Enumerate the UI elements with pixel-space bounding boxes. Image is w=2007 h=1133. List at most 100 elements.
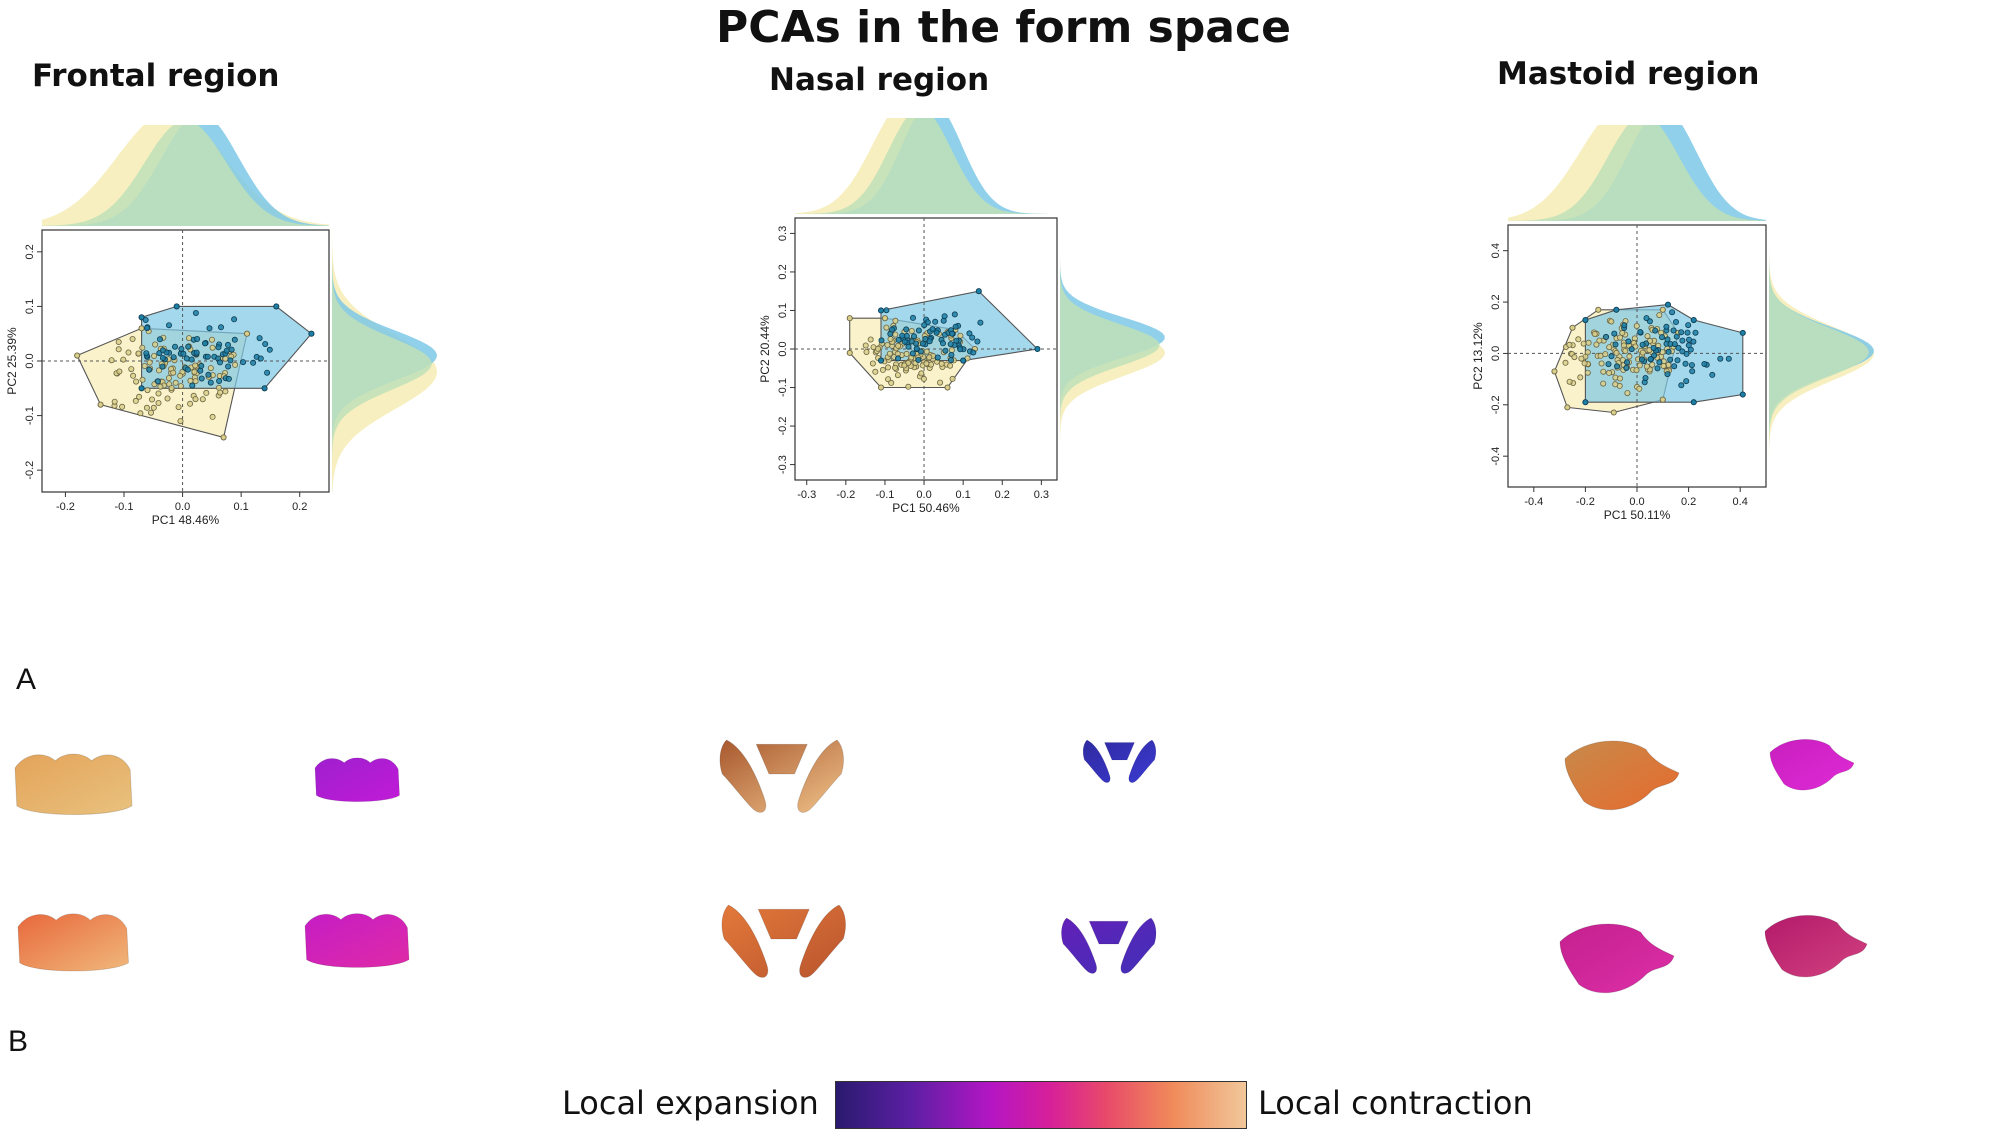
data-point <box>1639 341 1646 348</box>
density-right-overlap <box>1060 218 1160 480</box>
x-axis-label: PC1 50.46% <box>892 501 960 515</box>
shape-surface <box>314 757 400 802</box>
data-point <box>144 325 151 332</box>
shape-surface <box>719 739 844 813</box>
data-point <box>1664 371 1671 378</box>
data-point <box>1616 334 1623 341</box>
data-point <box>215 384 222 391</box>
shape-frontal-3 <box>17 913 129 972</box>
data-point <box>1626 353 1633 360</box>
data-point <box>143 350 150 357</box>
density-top-overlap <box>795 118 1057 214</box>
data-point <box>877 384 885 391</box>
data-point <box>1683 350 1690 357</box>
marginal-density-top <box>42 125 329 226</box>
x-tick-label: 0.4 <box>1733 496 1748 508</box>
data-point <box>171 343 178 350</box>
data-point <box>1667 356 1674 363</box>
panel-label-a: A <box>16 663 37 696</box>
data-point <box>953 337 960 344</box>
shape-surface <box>1764 914 1868 978</box>
data-point <box>135 350 142 357</box>
data-point <box>216 359 223 366</box>
data-point <box>250 359 257 366</box>
data-point <box>228 346 235 353</box>
data-point <box>157 383 164 390</box>
data-point <box>947 341 954 348</box>
x-tick-label: 0.1 <box>233 501 248 513</box>
data-point <box>1591 330 1598 337</box>
data-point <box>895 342 902 349</box>
data-point <box>217 389 224 396</box>
data-point <box>155 367 162 374</box>
data-point <box>1578 355 1585 362</box>
data-point <box>1659 306 1666 313</box>
data-point <box>1621 322 1628 329</box>
data-point <box>921 322 928 329</box>
data-point <box>975 288 982 295</box>
data-point <box>1595 306 1602 313</box>
data-point <box>111 398 118 405</box>
data-point <box>862 342 869 349</box>
data-point <box>934 354 941 361</box>
shape-surface <box>17 913 129 972</box>
data-point <box>1671 363 1678 370</box>
data-point <box>177 372 184 379</box>
y-tick-label: -0.1 <box>24 406 36 425</box>
data-point <box>1675 344 1682 351</box>
data-point <box>883 307 890 314</box>
data-point <box>1584 369 1591 376</box>
y-axis-label: PC2 25.39% <box>5 327 19 395</box>
y-tick-label: 0.1 <box>777 303 789 318</box>
data-point <box>192 309 199 316</box>
data-point <box>1600 368 1607 375</box>
data-point <box>1582 399 1589 406</box>
data-point <box>892 331 899 338</box>
shape-frontal-1 <box>14 753 133 816</box>
y-tick-label: -0.1 <box>777 378 789 397</box>
data-point <box>220 434 227 441</box>
data-point <box>146 366 153 373</box>
data-point <box>1679 348 1686 355</box>
shape-surface <box>1082 739 1157 783</box>
density-top-overlap <box>42 125 329 226</box>
y-tick-label: -0.3 <box>777 455 789 474</box>
data-point <box>1717 355 1724 362</box>
data-point <box>1683 378 1690 385</box>
data-point <box>919 340 926 347</box>
data-point <box>874 345 881 352</box>
data-point <box>892 364 899 371</box>
data-point <box>932 318 939 325</box>
data-point <box>1679 337 1686 344</box>
y-tick-label: 0.3 <box>777 226 789 241</box>
shape-surface <box>1559 923 1675 994</box>
y-tick-label: -0.4 <box>1490 447 1502 466</box>
data-point <box>151 352 158 359</box>
data-point <box>128 366 135 373</box>
color-scale-bar <box>835 1081 1247 1129</box>
x-axis-label: PC1 48.46% <box>152 513 220 527</box>
data-point <box>1643 315 1650 322</box>
data-point <box>908 327 915 334</box>
x-tick-label: -0.1 <box>115 501 134 513</box>
data-point <box>1613 363 1620 370</box>
data-point <box>1644 333 1651 340</box>
data-point <box>920 375 927 382</box>
x-tick-label: -0.1 <box>875 489 894 501</box>
data-point <box>1612 381 1619 388</box>
data-point <box>887 330 894 337</box>
data-point <box>1566 378 1573 385</box>
x-tick-label: 0.3 <box>1034 489 1049 501</box>
data-point <box>1685 322 1692 329</box>
data-point <box>1642 374 1649 381</box>
data-point <box>969 334 976 341</box>
data-point <box>895 336 902 343</box>
data-point <box>1633 367 1640 374</box>
data-point <box>863 348 870 355</box>
data-point <box>188 356 195 363</box>
y-tick-label: 0.2 <box>777 264 789 279</box>
shape-nasal-4 <box>1061 917 1157 974</box>
data-point <box>948 347 955 354</box>
data-point <box>1739 391 1746 398</box>
data-point <box>1564 404 1571 411</box>
